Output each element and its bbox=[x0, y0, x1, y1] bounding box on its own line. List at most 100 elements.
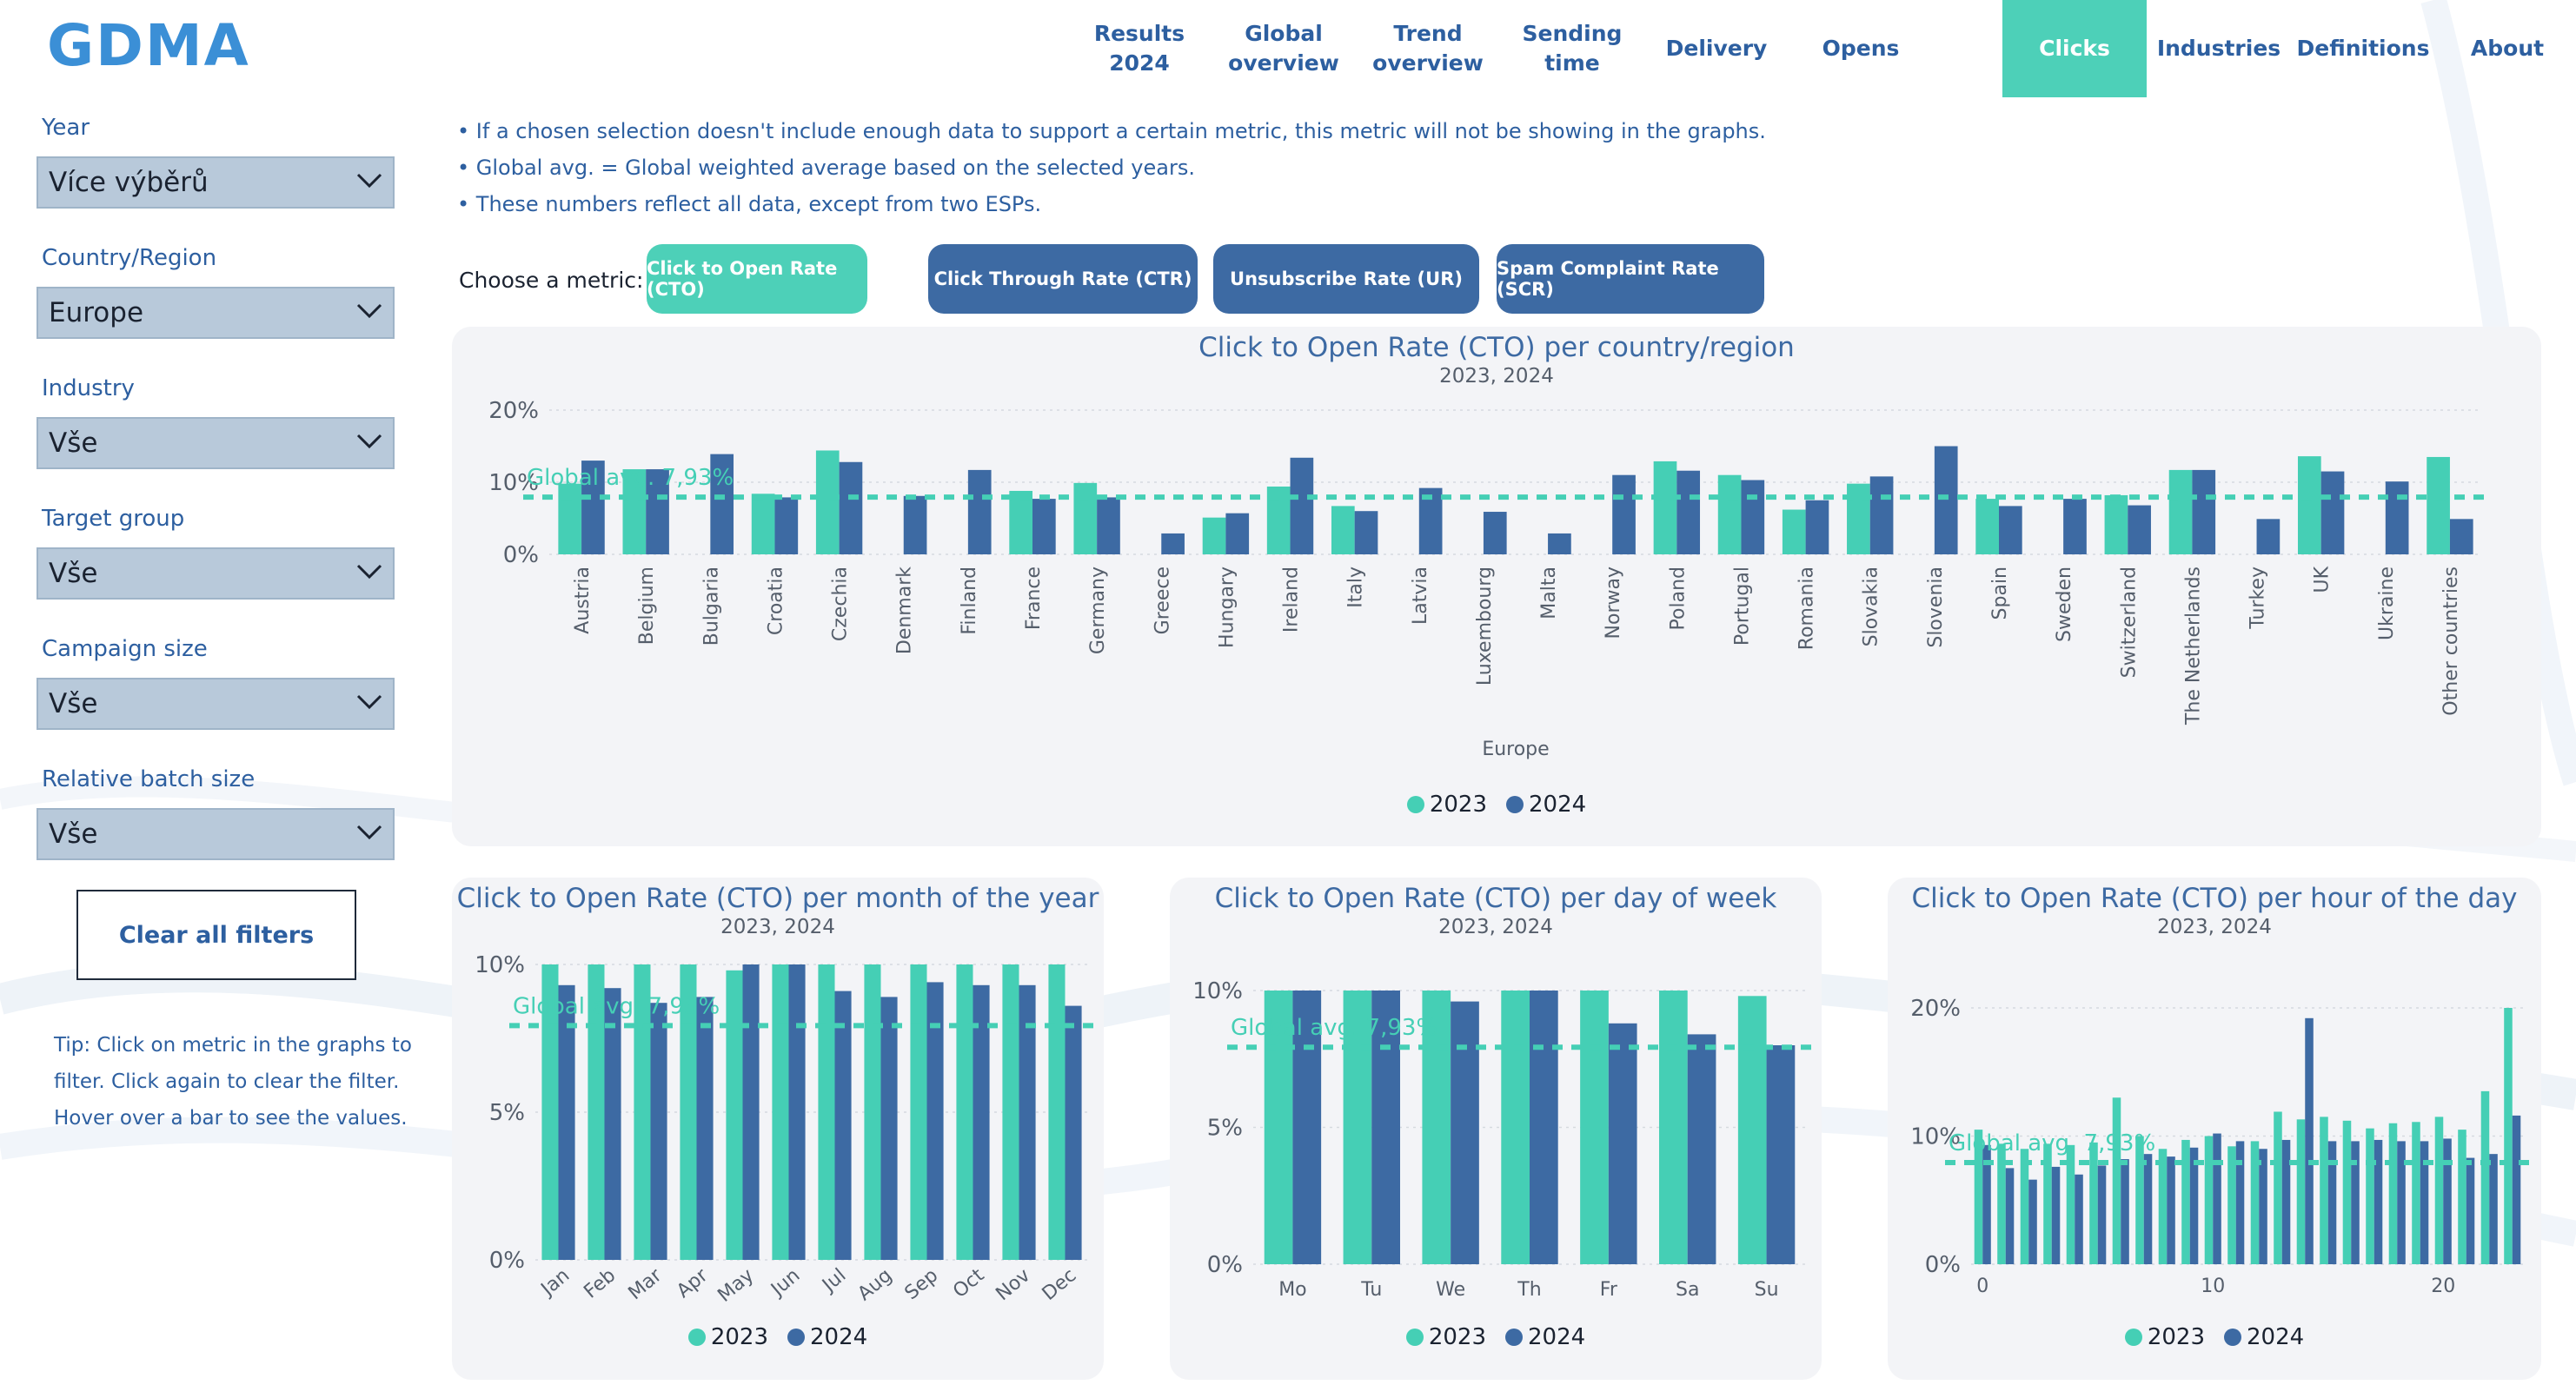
bar-2024[interactable] bbox=[1483, 512, 1507, 554]
bar-2024[interactable] bbox=[1999, 506, 2022, 554]
bar-2024[interactable] bbox=[2005, 1168, 2015, 1264]
bar-2023[interactable] bbox=[818, 964, 835, 1260]
bar-2024[interactable] bbox=[2374, 1139, 2383, 1264]
bar-2023[interactable] bbox=[1202, 517, 1226, 554]
bar-2024[interactable] bbox=[973, 984, 990, 1260]
bar-2023[interactable] bbox=[751, 494, 775, 554]
bar-2024[interactable] bbox=[2028, 1179, 2037, 1264]
bar-2024[interactable] bbox=[558, 984, 575, 1260]
bar-2023[interactable] bbox=[1997, 1143, 2006, 1264]
bar-2023[interactable] bbox=[1847, 483, 1870, 554]
bar-2023[interactable] bbox=[2480, 1090, 2490, 1264]
bar-2023[interactable] bbox=[1975, 499, 1999, 554]
bar-2023[interactable] bbox=[2427, 456, 2450, 554]
bar-2023[interactable] bbox=[2066, 1144, 2075, 1264]
bar-2024[interactable] bbox=[2189, 1147, 2199, 1264]
bar-2023[interactable] bbox=[2112, 1097, 2121, 1264]
bar-2024[interactable] bbox=[2397, 1141, 2406, 1264]
year-dropdown[interactable]: Více výběrů bbox=[37, 156, 395, 209]
clear-all-filters-button[interactable]: Clear all filters bbox=[76, 890, 356, 980]
nav-global-overview[interactable]: Global overview bbox=[1228, 21, 1339, 76]
nav-opens[interactable]: Opens bbox=[1822, 36, 1900, 61]
bar-2023[interactable] bbox=[2020, 1149, 2029, 1264]
bar-2023[interactable] bbox=[2342, 1120, 2352, 1264]
bar-2023[interactable] bbox=[1331, 506, 1355, 554]
bar-2023[interactable] bbox=[1737, 996, 1767, 1264]
bar-2023[interactable] bbox=[1002, 964, 1019, 1260]
metric-scr-button[interactable]: Spam Complaint Rate (SCR) bbox=[1497, 244, 1764, 314]
bar-2023[interactable] bbox=[2043, 1143, 2052, 1264]
bar-2023[interactable] bbox=[2168, 469, 2193, 554]
bar-2023[interactable] bbox=[2250, 1141, 2260, 1264]
bar-2023[interactable] bbox=[815, 450, 840, 554]
bar-2024[interactable] bbox=[2075, 1174, 2083, 1264]
bar-2024[interactable] bbox=[2213, 1133, 2221, 1264]
bar-2024[interactable] bbox=[1032, 499, 1056, 554]
industry-dropdown[interactable]: Vše bbox=[37, 417, 395, 469]
bar-2024[interactable] bbox=[1354, 511, 1378, 554]
bar-2023[interactable] bbox=[2458, 1130, 2466, 1264]
bar-2023[interactable] bbox=[1974, 1130, 1983, 1264]
nav-sending-time[interactable]: Sending time bbox=[1522, 21, 1623, 76]
country-bar-chart[interactable]: 0% 10% 20% Austria Belgium Bulgaria Croatia Cze… bbox=[452, 327, 2541, 846]
bar-2023[interactable] bbox=[2297, 456, 2321, 554]
bar-2024[interactable] bbox=[2256, 519, 2281, 554]
bar-2024[interactable] bbox=[1934, 446, 1958, 555]
legend-item-2024[interactable]: 2024 bbox=[1506, 792, 1586, 818]
bar-2024[interactable] bbox=[1676, 470, 1701, 554]
bar-2024[interactable] bbox=[2097, 1165, 2107, 1264]
bar-2024[interactable] bbox=[1097, 497, 1120, 554]
legend-item-2023[interactable]: 2023 bbox=[2124, 1324, 2205, 1350]
nav-industries[interactable]: Industries bbox=[2156, 36, 2281, 61]
bar-2024[interactable] bbox=[2192, 469, 2216, 554]
bar-2024[interactable] bbox=[903, 495, 927, 554]
bar-2023[interactable] bbox=[956, 964, 973, 1260]
bar-2023[interactable] bbox=[1659, 991, 1688, 1264]
bar-2023[interactable] bbox=[2412, 1122, 2420, 1264]
bar-2023[interactable] bbox=[1580, 991, 1609, 1264]
bar-2024[interactable] bbox=[2443, 1138, 2452, 1264]
bar-2024[interactable] bbox=[839, 461, 863, 554]
bar-2023[interactable] bbox=[1009, 490, 1032, 554]
campaign-size-dropdown[interactable]: Vše bbox=[37, 678, 395, 730]
bar-2023[interactable] bbox=[588, 964, 605, 1260]
nav-clicks[interactable]: Clicks bbox=[2002, 0, 2147, 97]
bar-2023[interactable] bbox=[2181, 1139, 2190, 1264]
bar-2023[interactable] bbox=[2204, 1136, 2214, 1265]
relative-batch-size-dropdown[interactable]: Vše bbox=[37, 808, 395, 860]
bar-2024[interactable] bbox=[604, 988, 621, 1260]
bar-2024[interactable] bbox=[2051, 1166, 2061, 1264]
bar-2023[interactable] bbox=[2296, 1119, 2306, 1264]
bar-2024[interactable] bbox=[834, 991, 852, 1260]
bar-2024[interactable] bbox=[581, 461, 605, 554]
bar-2024[interactable] bbox=[1451, 1001, 1479, 1264]
bar-2023[interactable] bbox=[1782, 509, 1806, 554]
bar-2024[interactable] bbox=[788, 964, 806, 1260]
hour-bar-chart[interactable]: 0% 10% 20% 0 10 20 Global avg. 7,93% bbox=[1888, 878, 2541, 1380]
bar-2024[interactable] bbox=[2143, 1154, 2153, 1264]
bar-2024[interactable] bbox=[1292, 991, 1322, 1264]
nav-delivery[interactable]: Delivery bbox=[1665, 36, 1768, 61]
bar-2023[interactable] bbox=[1422, 991, 1451, 1264]
bar-2024[interactable] bbox=[2466, 1157, 2475, 1264]
bar-2024[interactable] bbox=[2305, 1017, 2314, 1264]
bar-2023[interactable] bbox=[1264, 991, 1293, 1264]
bar-2023[interactable] bbox=[726, 970, 743, 1260]
bar-2024[interactable] bbox=[2167, 1156, 2175, 1264]
legend-item-2024[interactable]: 2024 bbox=[787, 1324, 867, 1350]
legend-item-2023[interactable]: 2023 bbox=[687, 1324, 768, 1350]
bar-2024[interactable] bbox=[2512, 1115, 2521, 1264]
bar-2023[interactable] bbox=[2274, 1111, 2282, 1264]
bar-2024[interactable] bbox=[2063, 499, 2087, 554]
bar-2023[interactable] bbox=[2158, 1149, 2168, 1264]
target-group-dropdown[interactable]: Vše bbox=[37, 547, 395, 600]
bar-2024[interactable] bbox=[1805, 500, 1829, 554]
bar-2024[interactable] bbox=[1548, 533, 1571, 554]
bar-2024[interactable] bbox=[880, 997, 898, 1260]
bar-2024[interactable] bbox=[696, 997, 714, 1260]
bar-2023[interactable] bbox=[2320, 1117, 2328, 1264]
bar-2024[interactable] bbox=[1530, 991, 1558, 1264]
legend-item-2023[interactable]: 2023 bbox=[1405, 1324, 1486, 1350]
bar-2024[interactable] bbox=[2121, 1159, 2129, 1264]
bar-2023[interactable] bbox=[558, 483, 582, 554]
